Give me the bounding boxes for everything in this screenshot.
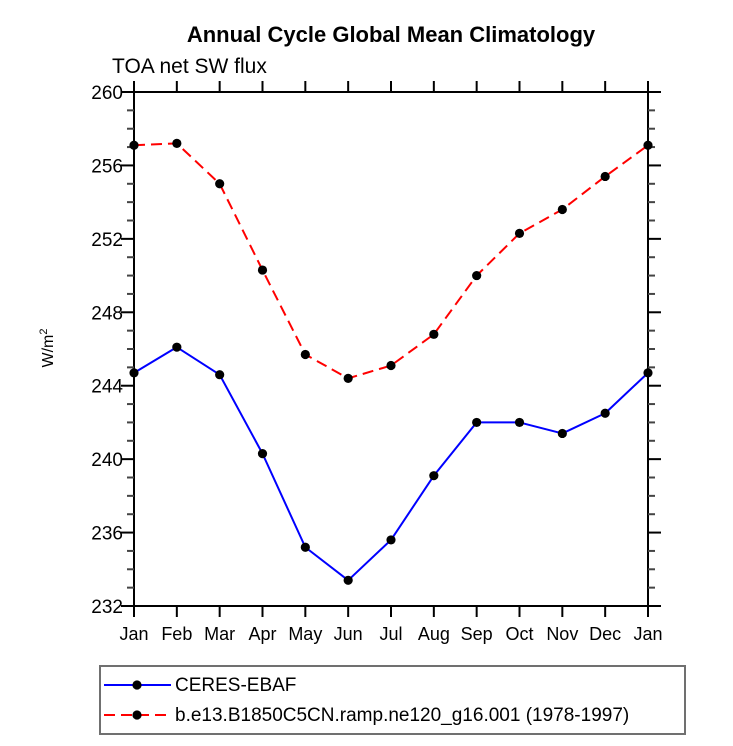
legend: CERES-EBAF b.e13.B1850C5CN.ramp.ne120_g1…	[99, 665, 686, 735]
series-line-1	[133, 142, 649, 380]
y-tick-label: 240	[91, 450, 123, 471]
x-tick-label: Mar	[204, 624, 235, 644]
y-tick-label: 256	[91, 156, 123, 177]
data-point-marker	[600, 171, 610, 182]
x-tick-label: May	[288, 624, 322, 644]
plot-frame	[133, 91, 649, 607]
data-point-marker	[300, 349, 310, 360]
legend-label-ceres: CERES-EBAF	[175, 675, 296, 696]
legend-marker-ceres	[132, 680, 142, 690]
data-point-marker	[600, 408, 610, 418]
data-point-marker	[257, 449, 268, 459]
x-tick-label: Dec	[589, 624, 621, 644]
legend-entry-model: b.e13.B1850C5CN.ramp.ne120_g16.001 (1978…	[104, 705, 629, 726]
data-point-marker	[643, 368, 653, 378]
data-point-marker	[557, 428, 567, 439]
data-point-marker	[472, 417, 482, 428]
y-axis-label: W/m2	[38, 329, 57, 368]
x-tick-label: Apr	[248, 624, 276, 644]
data-point-marker	[172, 342, 182, 352]
x-tick-label: Feb	[161, 624, 192, 644]
y-tick-label: 260	[91, 83, 123, 104]
data-point-marker	[429, 329, 439, 339]
chart-subtitle: TOA net SW flux	[112, 55, 267, 78]
data-point-marker	[215, 370, 225, 380]
data-point-marker	[386, 360, 396, 371]
x-tick-label: Sep	[461, 624, 493, 644]
y-tick-label: 248	[91, 303, 123, 324]
data-point-marker	[215, 179, 225, 189]
y-tick-label: 244	[91, 377, 123, 398]
y-tick-label: 252	[91, 230, 123, 251]
data-point-marker	[429, 471, 439, 481]
plot-area: Jan Feb Mar Apr May Jun Jul Aug Sep Oct Nov Dec Jan 2…	[91, 81, 663, 644]
legend-marker-model	[132, 710, 142, 720]
chart-title: Annual Cycle Global Mean Climatology	[187, 22, 596, 47]
data-point-marker	[257, 265, 268, 275]
data-point-marker	[472, 270, 482, 281]
data-point-marker	[343, 575, 353, 585]
data-point-marker	[557, 204, 567, 215]
x-tick-label: Jan	[119, 624, 148, 644]
data-point-marker	[514, 228, 525, 238]
x-tick-label: Jul	[379, 624, 402, 644]
x-tick-label: Nov	[546, 624, 578, 644]
x-tick-label: Jan	[633, 624, 662, 644]
data-point-marker	[514, 417, 525, 428]
y-tick-label: 232	[91, 597, 123, 618]
legend-label-model: b.e13.B1850C5CN.ramp.ne120_g16.001 (1978…	[175, 705, 629, 726]
x-tick-label: Aug	[418, 624, 450, 644]
data-point-marker	[643, 140, 653, 150]
legend-entry-ceres: CERES-EBAF	[104, 675, 296, 696]
data-point-marker	[343, 373, 353, 383]
data-point-marker	[129, 368, 139, 378]
data-point-marker	[300, 542, 310, 552]
data-point-marker	[386, 535, 396, 545]
y-axis-label-base: W/m	[40, 335, 57, 368]
data-point-marker	[172, 138, 182, 148]
legend-box	[99, 665, 686, 735]
x-tick-label: Jun	[334, 624, 363, 644]
series-line-0	[133, 346, 649, 582]
x-tick-label: Oct	[505, 624, 533, 644]
y-axis-label-superscript: 2	[38, 329, 50, 335]
data-point-marker	[129, 140, 139, 150]
y-tick-label: 236	[91, 524, 123, 545]
